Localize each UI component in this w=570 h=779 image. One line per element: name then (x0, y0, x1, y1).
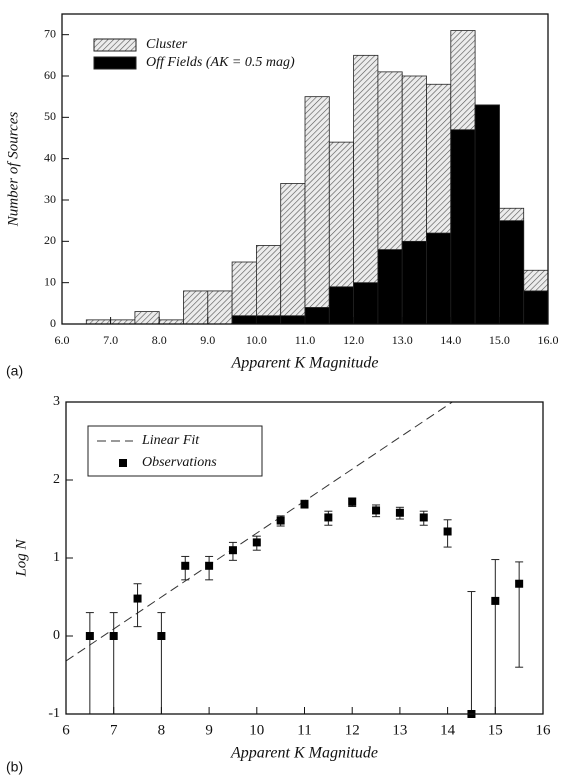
bar (328, 286, 354, 325)
point (276, 516, 285, 525)
y-tick-label: 2 (53, 472, 60, 487)
point (324, 513, 333, 522)
x-axis-label: Apparent K Magnitude (231, 355, 379, 372)
bar (401, 240, 427, 325)
x-tick-label: 10.0 (246, 333, 267, 347)
x-tick-label: 7 (110, 722, 118, 738)
x-tick-label: 15 (488, 722, 503, 738)
y-tick-label: 70 (44, 26, 56, 40)
bar (304, 96, 330, 325)
y-tick-label: 1 (53, 550, 60, 565)
legend-box (87, 425, 263, 477)
x-tick-label: 16.0 (538, 333, 559, 347)
legend-swatch (93, 56, 137, 70)
x-tick-label: 12.0 (343, 333, 364, 347)
point (491, 596, 500, 605)
panel-label: (b) (6, 759, 23, 775)
bar (280, 315, 306, 325)
bar (231, 261, 257, 325)
point (419, 513, 428, 522)
y-tick-label: 50 (44, 109, 56, 123)
y-tick-label: 0 (53, 628, 60, 643)
x-tick-label: 6 (62, 722, 70, 738)
point (85, 632, 94, 640)
bar (523, 290, 549, 325)
legend-swatch (93, 38, 137, 52)
y-axis-label: Log N (13, 538, 29, 577)
x-tick-label: 9.0 (200, 333, 215, 347)
point (228, 546, 237, 555)
point (252, 538, 261, 547)
bar (280, 183, 306, 325)
point (515, 579, 524, 588)
bar (377, 249, 403, 325)
x-tick-label: 16 (536, 722, 552, 738)
x-tick-label: 13 (392, 722, 407, 738)
bar (255, 245, 282, 325)
bar (498, 220, 525, 325)
bar (183, 290, 209, 325)
y-tick-label: 0 (50, 316, 56, 330)
x-tick-label: 6.0 (55, 333, 70, 347)
x-tick-label: 10 (249, 722, 264, 738)
y-axis-label: Number of Sources (5, 112, 21, 228)
y-tick-label: 10 (44, 274, 56, 288)
x-tick-label: 12 (345, 722, 360, 738)
point (109, 632, 118, 640)
point (157, 632, 166, 640)
bar (450, 129, 476, 325)
fit-line (66, 402, 453, 662)
y-tick-label: 60 (44, 68, 56, 82)
bar (474, 104, 500, 325)
bar (353, 282, 379, 325)
x-tick-label: 14.0 (440, 333, 461, 347)
legend-marker (119, 459, 127, 467)
x-tick-label: 8 (158, 722, 166, 738)
bar (255, 315, 282, 325)
x-tick-label: 14 (440, 722, 456, 738)
point (205, 561, 214, 570)
x-tick-label: 9 (205, 722, 213, 738)
bar (134, 311, 160, 325)
x-axis-label: Apparent K Magnitude (230, 745, 378, 762)
bar (231, 315, 257, 325)
bar (304, 307, 330, 325)
point (395, 508, 404, 517)
panel-label: (a) (6, 363, 23, 379)
x-tick-label: 13.0 (392, 333, 413, 347)
y-tick-label: 40 (44, 150, 56, 164)
legend-label: Off Fields (AK = 0.5 mag) (146, 55, 295, 70)
y-tick-label: 20 (44, 233, 56, 247)
point (348, 497, 357, 506)
x-tick-label: 7.0 (103, 333, 118, 347)
x-tick-label: 15.0 (489, 333, 510, 347)
legend-label: Cluster (146, 37, 188, 52)
point (372, 506, 381, 515)
y-tick-label: 30 (44, 192, 56, 206)
bar (426, 232, 452, 325)
bar (207, 290, 233, 325)
point (133, 594, 142, 603)
y-tick-label: 3 (53, 394, 60, 409)
x-tick-label: 11 (297, 722, 311, 738)
y-tick-label: -1 (48, 706, 60, 721)
x-tick-label: 11.0 (295, 333, 316, 347)
legend-label: Linear Fit (141, 433, 200, 448)
legend-label: Observations (142, 455, 217, 470)
point (181, 561, 190, 570)
point (443, 527, 452, 536)
x-tick-label: 8.0 (152, 333, 167, 347)
point (300, 500, 309, 509)
